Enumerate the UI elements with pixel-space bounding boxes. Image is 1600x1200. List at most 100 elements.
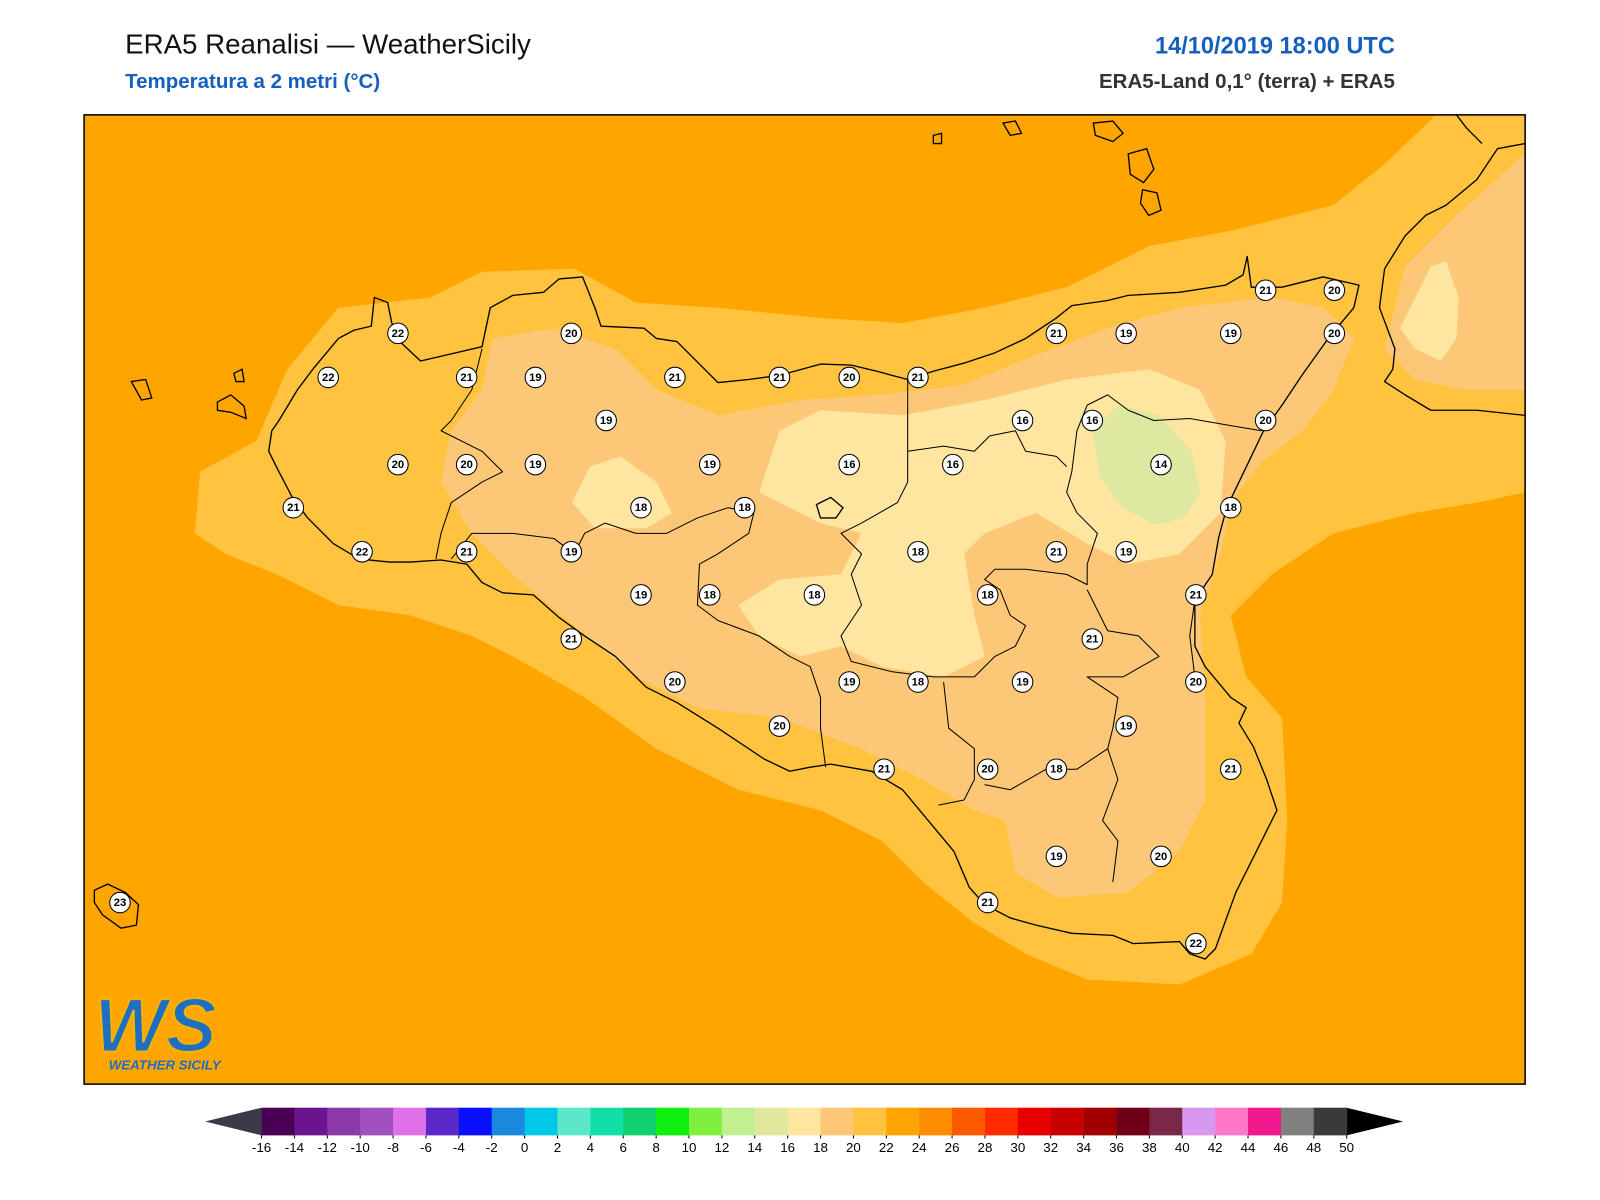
station-value: 19	[843, 677, 856, 689]
colorbar-box	[425, 1107, 460, 1136]
station-marker	[698, 584, 721, 606]
station: 22	[317, 366, 339, 389]
station-value: 19	[1016, 677, 1029, 689]
colorbar-box	[524, 1107, 558, 1136]
colorbar-box	[984, 1107, 1019, 1136]
station-value: 20	[981, 764, 994, 776]
coastline	[1455, 114, 1483, 145]
station: 21	[1185, 584, 1207, 606]
station-value: 21	[773, 372, 786, 384]
station-value: 21	[981, 897, 994, 909]
station-value: 22	[392, 328, 405, 340]
colorbar-box	[1017, 1107, 1052, 1136]
colorbar-tick-label: 42	[1208, 1140, 1223, 1155]
province-border	[938, 681, 975, 806]
station-value: 19	[1120, 546, 1133, 558]
station-marker	[455, 366, 478, 389]
source: ERA5-Land 0,1° (terra) + ERA5	[1099, 70, 1395, 93]
colorbar-tick-label: 36	[1109, 1140, 1124, 1155]
contour-band	[1400, 261, 1459, 362]
stations: 22 22 21 19 20 19 21 21 20 21 21 19 19 21 20 20 20 16 16 14…	[109, 279, 1346, 955]
island	[1127, 147, 1155, 184]
station-value: 16	[843, 459, 856, 471]
colorbar-tick-label: 22	[879, 1140, 894, 1155]
colorbar-tick-label: 38	[1142, 1140, 1157, 1155]
province-border	[1102, 748, 1119, 883]
island	[1092, 120, 1125, 143]
station-marker	[1045, 758, 1068, 780]
colorbar-box	[820, 1107, 854, 1136]
station-marker	[838, 453, 860, 476]
colorbar-tick-label: 28	[978, 1140, 993, 1155]
station-marker	[1045, 322, 1068, 345]
station-value: 18	[703, 589, 716, 601]
station-value: 22	[1190, 938, 1203, 950]
colorbar-under	[205, 1107, 262, 1136]
station-value: 18	[912, 677, 925, 689]
station: 21	[1220, 758, 1242, 780]
station: 19	[838, 671, 860, 693]
station-marker	[595, 409, 617, 432]
colorbar-box	[458, 1107, 493, 1136]
station: 19	[1220, 322, 1242, 345]
island	[1002, 120, 1023, 137]
station: 16	[1081, 409, 1104, 432]
station-value: 21	[669, 372, 682, 384]
colorbar-over	[1346, 1107, 1404, 1136]
station: 18	[1220, 496, 1242, 519]
station: 19	[1045, 845, 1068, 868]
island	[216, 394, 248, 420]
station-value: 20	[1155, 851, 1168, 863]
station-marker	[630, 496, 652, 519]
colorbar-tick-label: 20	[846, 1140, 861, 1155]
station-marker	[768, 715, 791, 737]
colorbar-tick-label: -4	[453, 1140, 465, 1155]
colorbar-tick-label: 40	[1175, 1140, 1190, 1155]
station-marker	[907, 366, 929, 389]
station-marker	[838, 671, 860, 693]
colorbar-tick-label: 44	[1241, 1140, 1256, 1155]
colorbar-tick-label: 34	[1076, 1140, 1091, 1155]
station-marker	[524, 366, 547, 389]
colorbar-tick-label: 0	[521, 1140, 528, 1155]
station-marker	[560, 541, 583, 563]
colorbar-box	[689, 1107, 723, 1136]
station-marker	[1081, 409, 1104, 432]
station: 20	[768, 715, 791, 737]
station-value: 18	[738, 502, 751, 514]
station-marker	[455, 541, 478, 563]
station: 20	[1185, 671, 1207, 693]
station: 22	[1185, 932, 1207, 955]
colorbar-tick-label: 6	[620, 1140, 627, 1155]
station-marker	[1220, 322, 1242, 345]
station: 20	[664, 671, 686, 693]
station-marker	[455, 453, 478, 476]
station: 18	[907, 671, 929, 693]
station: 19	[1115, 322, 1137, 345]
colorbar-tick-label: -6	[420, 1140, 432, 1155]
station: 21	[455, 366, 478, 389]
station: 21	[873, 758, 895, 780]
station-marker	[387, 322, 409, 345]
station-value: 21	[1050, 328, 1063, 340]
station: 16	[1011, 409, 1034, 432]
colorbar-box	[754, 1107, 789, 1136]
station-value: 20	[843, 372, 856, 384]
station: 22	[387, 322, 409, 345]
station-value: 20	[392, 459, 405, 471]
station-marker	[768, 366, 791, 389]
colorbar-box	[1149, 1107, 1183, 1136]
station-marker	[976, 758, 999, 780]
station-marker	[1150, 453, 1172, 476]
colorbar-tick-label: 32	[1043, 1140, 1058, 1155]
station-value: 19	[1050, 851, 1063, 863]
station: 21	[455, 541, 478, 563]
station: 21	[664, 366, 686, 389]
logo: WS WEATHER SICILY	[93, 982, 222, 1072]
province-border	[1189, 599, 1196, 677]
station-marker	[109, 891, 131, 914]
station-value: 19	[635, 589, 648, 601]
station: 19	[1011, 671, 1034, 693]
colorbar-box	[1215, 1107, 1249, 1136]
station-marker	[630, 584, 652, 606]
